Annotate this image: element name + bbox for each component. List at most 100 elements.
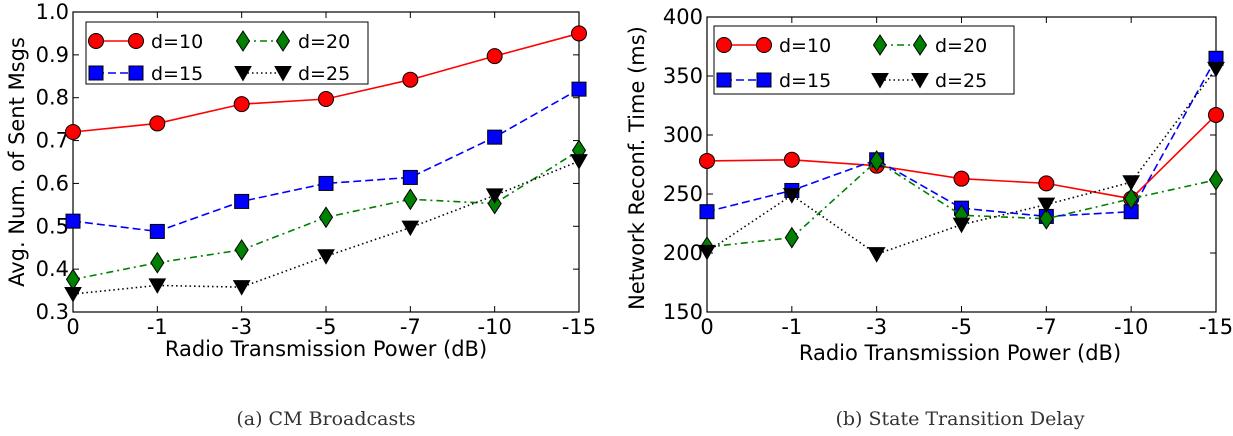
y-tick-label: 0.4	[36, 257, 69, 281]
data-point-d-15	[699, 204, 715, 220]
x-tick-label: 0	[700, 315, 713, 339]
data-point-d-10	[318, 91, 334, 107]
data-point-d-20	[150, 251, 165, 274]
series-layer	[64, 25, 588, 303]
panel-cm-broadcasts: 0 -1 -3 -5 -7 -10 -150.30.40.50.60.70.80.91.0 …	[5, 0, 596, 430]
data-point-d-25	[232, 280, 251, 296]
legend-marker	[756, 37, 772, 53]
y-tick-label: 0.8	[36, 86, 69, 110]
data-point-d-20	[784, 226, 799, 249]
legend-entry-d-15: d=15	[88, 63, 203, 85]
legend-entry-d-10: d=10	[88, 31, 203, 53]
legend-marker	[128, 65, 144, 81]
data-point-d-10	[486, 48, 503, 65]
legend: d=10 d=15 d=20 d=25	[85, 21, 369, 85]
legend-entry-d-10: d=10	[716, 35, 831, 57]
y-tick-label: 0.9	[36, 43, 69, 67]
legend-label: d=10	[779, 35, 831, 57]
x-tick-label: -10	[1114, 315, 1148, 339]
data-point-d-20	[403, 188, 418, 211]
legend-marker	[911, 73, 929, 89]
legend-marker	[235, 30, 251, 52]
series-d-25	[698, 61, 1225, 263]
legend-marker	[88, 65, 104, 81]
data-point-d-10	[233, 96, 250, 113]
data-point-d-10	[402, 71, 419, 88]
series-d-20	[65, 139, 587, 291]
data-point-d-20	[234, 238, 249, 261]
y-tick-label: 0.5	[36, 214, 69, 238]
legend-marker	[275, 30, 291, 52]
legend-label: d=10	[151, 31, 203, 53]
y-tick-label: 350	[663, 64, 703, 88]
data-point-d-25	[317, 249, 335, 265]
data-point-d-15	[234, 193, 250, 209]
data-point-d-20	[869, 150, 884, 172]
data-point-d-20	[318, 206, 334, 229]
x-tick-label: -10	[478, 315, 512, 339]
legend-marker	[872, 34, 888, 56]
x-tick-label: -5	[316, 315, 337, 339]
x-tick-label: -7	[400, 315, 421, 339]
series-d-25	[64, 154, 588, 303]
legend-marker	[871, 73, 889, 89]
legend-label: d=25	[935, 70, 987, 92]
legend-marker	[912, 34, 928, 56]
series-d-15	[65, 81, 587, 239]
caption-a: (a) CM Broadcasts	[236, 408, 415, 430]
data-point-d-25	[1122, 175, 1141, 191]
y-tick-label: 150	[663, 300, 703, 324]
data-point-d-10	[953, 170, 970, 187]
data-point-d-10	[699, 152, 715, 169]
x-axis-label: Radio Transmission Power (dB)	[165, 337, 487, 361]
legend-entry-d-25: d=25	[234, 63, 350, 85]
panel-state-transition-delay: 0 -1 -3 -5 -7 -10 -15 150 200 250 300 350 400 Radio …	[625, 5, 1233, 430]
data-point-d-25	[570, 154, 588, 170]
y-tick-label: 1.0	[36, 0, 69, 24]
data-point-d-25	[485, 188, 504, 204]
data-point-d-25	[952, 217, 971, 234]
x-tick-label: 0	[66, 315, 79, 339]
x-tick-label: -3	[231, 315, 252, 339]
legend: d=10 d=15 d=20 d=25	[713, 25, 1015, 95]
axis-ticks: 0 -1 -3 -5 -7 -10 -15 0.3 0.4 0.5 0.6 0.7 0.8 0.9 1.0	[36, 0, 597, 339]
data-point-d-10	[1038, 175, 1055, 192]
data-point-d-15	[65, 213, 81, 229]
data-point-d-15	[402, 169, 418, 185]
x-tick-label: -3	[866, 315, 887, 339]
data-point-d-25	[148, 278, 167, 294]
series-layer	[698, 50, 1225, 263]
x-tick-label: -15	[562, 315, 596, 339]
legend-marker	[756, 72, 772, 88]
series-d-10	[699, 106, 1224, 207]
data-point-d-15	[487, 129, 503, 145]
y-tick-label: 200	[663, 241, 703, 265]
y-axis-label: Avg. Num. of Sent Msgs	[5, 37, 29, 287]
legend-marker	[88, 33, 104, 49]
y-tick-label: 400	[663, 5, 703, 29]
legend-marker	[274, 66, 292, 82]
data-point-d-15	[318, 175, 334, 191]
legend-entry-d-20: d=20	[235, 30, 350, 53]
data-point-d-25	[782, 188, 801, 204]
data-point-d-15	[149, 223, 165, 239]
series-d-10	[65, 25, 587, 140]
data-point-d-20	[1124, 187, 1139, 210]
data-point-d-10	[149, 115, 166, 132]
x-tick-label: -1	[147, 315, 168, 339]
data-point-d-10	[65, 124, 81, 140]
data-point-d-10	[783, 151, 800, 168]
data-point-d-10	[1208, 106, 1224, 123]
x-tick-label: -15	[1199, 315, 1233, 339]
y-tick-label: 0.6	[36, 171, 69, 195]
data-point-d-25	[1207, 61, 1225, 78]
caption-b: (b) State Transition Delay	[835, 408, 1084, 430]
y-axis-label: Network Reconf. Time (ms)	[625, 26, 649, 310]
data-point-d-15	[571, 81, 587, 97]
y-tick-label: 250	[663, 182, 703, 206]
data-point-d-25	[867, 247, 886, 263]
data-point-d-10	[571, 25, 587, 42]
y-tick-label: 300	[663, 123, 703, 147]
data-point-d-25	[401, 220, 420, 237]
